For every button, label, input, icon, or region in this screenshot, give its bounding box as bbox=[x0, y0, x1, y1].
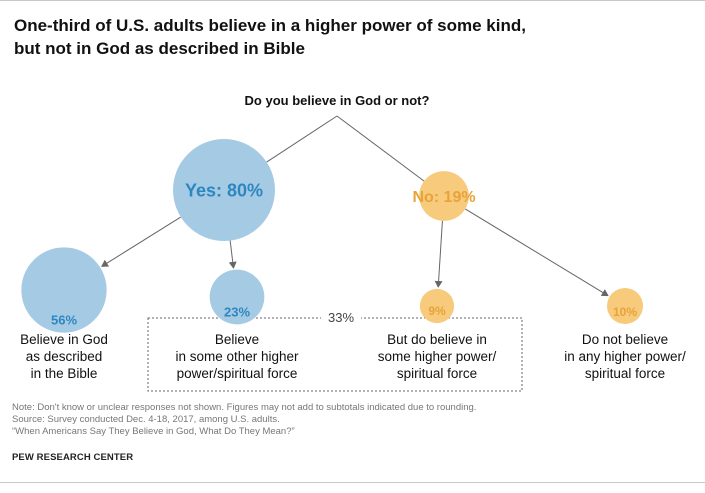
node-circle-none bbox=[606, 287, 644, 325]
node-value-other: 23% bbox=[224, 304, 250, 319]
question-label: Do you believe in God or not? bbox=[245, 93, 430, 108]
node-desc-none: spiritual force bbox=[585, 366, 665, 381]
node-desc-bible: in the Bible bbox=[31, 366, 98, 381]
node-label-yes: Yes: 80% bbox=[185, 180, 263, 200]
title-line-1: One-third of U.S. adults believe in a hi… bbox=[14, 16, 526, 35]
node-desc-none: in any higher power/ bbox=[564, 349, 686, 364]
node-value-higher: 9% bbox=[428, 304, 446, 318]
node-value-none: 10% bbox=[613, 305, 637, 319]
chart-notes: Note: Don't know or unclear responses no… bbox=[12, 402, 702, 438]
bottom-rule bbox=[0, 482, 705, 483]
arrow-none bbox=[464, 208, 609, 297]
node-desc-other: in some other higher bbox=[175, 349, 299, 364]
node-value-bible: 56% bbox=[51, 313, 77, 328]
connector-yes bbox=[266, 115, 338, 163]
node-circle-bible bbox=[21, 247, 107, 333]
note-line: Note: Don't know or unclear responses no… bbox=[12, 402, 477, 413]
subtotal-bracket bbox=[147, 317, 523, 392]
bracket-label: 33% bbox=[328, 310, 354, 325]
arrow-higher bbox=[434, 220, 443, 288]
report-title-line: “When Americans Say They Believe in God,… bbox=[12, 426, 295, 437]
title-line-2: but not in God as described in Bible bbox=[14, 39, 305, 58]
node-circle-higher bbox=[419, 288, 455, 324]
node-circle-other bbox=[209, 269, 265, 325]
bracket-label-bg bbox=[321, 310, 361, 326]
chart-title: One-third of U.S. adults believe in a hi… bbox=[14, 14, 684, 60]
node-desc-bible: Believe in God bbox=[20, 332, 108, 347]
node-circle-yes bbox=[173, 139, 275, 241]
arrow-other bbox=[228, 240, 237, 269]
top-rule bbox=[0, 0, 705, 1]
node-label-no: No: 19% bbox=[412, 189, 475, 206]
source-line: Source: Survey conducted Dec. 4-18, 2017… bbox=[12, 414, 280, 425]
node-desc-none: Do not believe bbox=[582, 332, 668, 347]
brand-name: PEW RESEARCH CENTER bbox=[12, 452, 134, 463]
node-desc-other: power/spiritual force bbox=[177, 366, 298, 381]
node-desc-higher: some higher power/ bbox=[378, 349, 497, 364]
node-circle-no bbox=[419, 171, 469, 221]
connector-no bbox=[336, 115, 425, 182]
node-desc-higher: spiritual force bbox=[397, 366, 477, 381]
tree-chart: Do you believe in God or not? 33% Yes: 80%… bbox=[20, 93, 686, 392]
arrow-bible bbox=[101, 216, 182, 267]
node-desc-bible: as described bbox=[26, 349, 103, 364]
node-desc-other: Believe bbox=[215, 332, 259, 347]
node-desc-higher: But do believe in bbox=[387, 332, 487, 347]
